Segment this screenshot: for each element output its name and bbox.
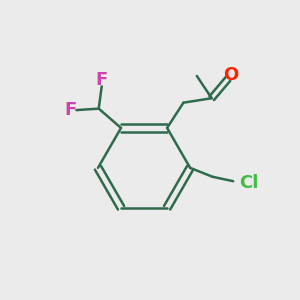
Text: O: O (224, 66, 238, 84)
Text: F: F (64, 101, 76, 119)
Text: F: F (96, 71, 108, 89)
Text: Cl: Cl (239, 174, 259, 192)
